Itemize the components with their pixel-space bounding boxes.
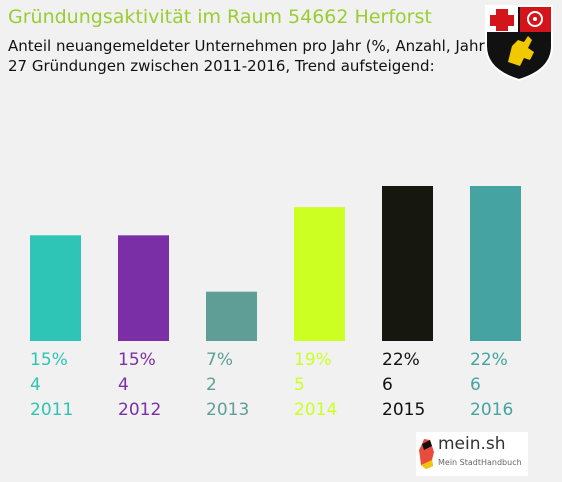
year-label-2011: 2011	[30, 400, 73, 420]
logo-tagline: Mein StadtHandbuch	[438, 458, 522, 467]
subtitle-line-2: 27 Gründungen zwischen 2011-2016, Trend …	[8, 57, 435, 75]
crest-icon	[485, 5, 553, 82]
count-label-2013: 2	[206, 375, 217, 395]
percent-label-2013: 7%	[206, 350, 233, 370]
year-label-2012: 2012	[118, 400, 161, 420]
count-label-2012: 4	[118, 375, 129, 395]
year-label-2013: 2013	[206, 400, 249, 420]
percent-label-2016: 22%	[470, 350, 508, 370]
year-label-2016: 2016	[470, 400, 513, 420]
logo-name: mein.sh	[438, 434, 506, 454]
percent-label-2015: 22%	[382, 350, 420, 370]
bar-2015	[382, 186, 433, 341]
mein-sh-logo: mein.sh Mein StadtHandbuch	[416, 432, 528, 476]
percent-label-2014: 19%	[294, 350, 332, 370]
bar-2016	[470, 186, 521, 341]
bar-2014	[294, 207, 345, 341]
count-label-2014: 5	[294, 375, 305, 395]
count-label-2016: 6	[470, 375, 481, 395]
year-label-2014: 2014	[294, 400, 337, 420]
percent-label-2011: 15%	[30, 350, 68, 370]
chart-subtitle: Anteil neuangemeldeter Unternehmen pro J…	[8, 36, 491, 76]
percent-label-2012: 15%	[118, 350, 156, 370]
bar-2011	[30, 235, 81, 341]
subtitle-line-1: Anteil neuangemeldeter Unternehmen pro J…	[8, 37, 491, 55]
bar-2013	[206, 291, 257, 341]
bar-2012	[118, 235, 169, 341]
germany-map-icon	[419, 439, 434, 469]
chart-title: Gründungsaktivität im Raum 54662 Herfors…	[8, 6, 432, 28]
year-label-2015: 2015	[382, 400, 425, 420]
count-label-2015: 6	[382, 375, 393, 395]
count-label-2011: 4	[30, 375, 41, 395]
